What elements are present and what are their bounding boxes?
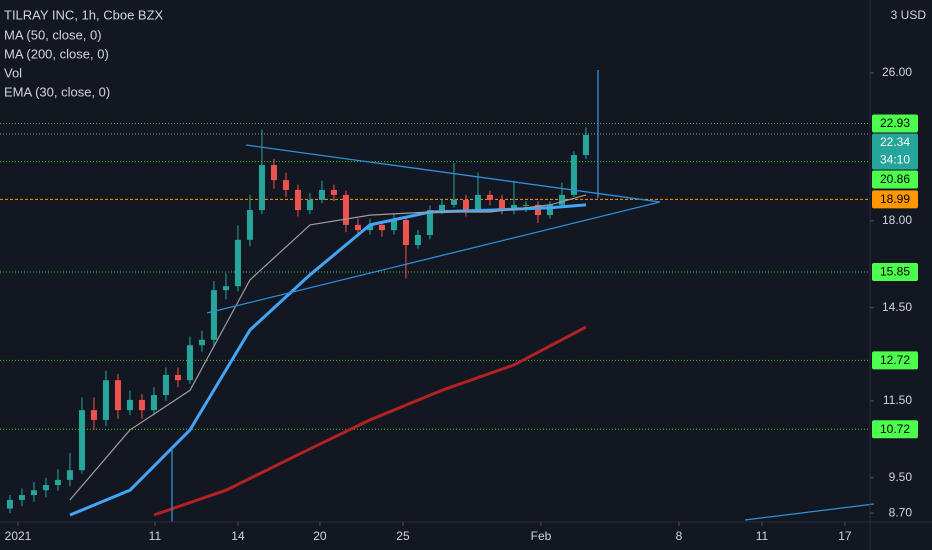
price-tag-label: 18.99: [880, 192, 910, 206]
y-tick-label: 26.00: [882, 65, 912, 79]
candle-body: [138, 399, 145, 411]
candle-body: [78, 410, 85, 471]
price-tag-label: 15.85: [880, 265, 910, 279]
indicator-label[interactable]: EMA (30, close, 0): [4, 84, 110, 99]
candle-body: [546, 204, 553, 216]
x-tick-label: 2021: [5, 529, 32, 543]
candle-body: [354, 224, 361, 231]
candle-body: [522, 204, 529, 206]
x-tick-label: 11: [756, 529, 769, 543]
price-tag: [872, 190, 918, 209]
candle-body: [30, 490, 37, 496]
candle-body: [378, 224, 385, 231]
series-layer: [0, 123, 870, 517]
indicator-line: [69, 194, 587, 501]
candle-body: [114, 380, 121, 411]
candle-body: [210, 290, 217, 340]
price-tag: [872, 351, 918, 370]
candle-body: [342, 194, 349, 225]
candle-body: [330, 189, 337, 195]
candle-body: [174, 374, 181, 381]
candle-body: [186, 345, 193, 381]
candle-body: [54, 479, 61, 486]
candle-body: [438, 204, 445, 211]
candle-body: [402, 219, 409, 246]
candle-body: [246, 210, 253, 240]
trendline: [245, 144, 661, 203]
y-tick-label: 14.50: [882, 300, 912, 314]
price-tag: [872, 170, 918, 189]
candle-body: [366, 224, 373, 231]
x-tick-label: 11: [149, 529, 162, 543]
candle-body: [234, 239, 241, 287]
trendline: [206, 201, 661, 314]
y-tick-label: 9.50: [889, 470, 913, 484]
candle-body: [150, 395, 157, 411]
price-tag-label: 22.93: [880, 116, 910, 130]
plot-area: [171, 70, 875, 522]
candle-body: [222, 286, 229, 291]
candle-body: [102, 380, 109, 420]
currency-label[interactable]: 3 USD: [891, 8, 927, 22]
candle-body: [66, 470, 73, 480]
candle-body: [42, 485, 49, 491]
candle-body: [462, 199, 469, 211]
candle-body: [306, 199, 313, 211]
price-tag-label: 10.72: [880, 422, 910, 436]
indicator-label[interactable]: MA (50, close, 0): [4, 27, 102, 42]
last-price-tag: [872, 133, 918, 170]
candle-body: [126, 399, 133, 411]
candle-body: [294, 189, 301, 211]
indicator-label[interactable]: Vol: [4, 65, 22, 80]
price-tag: [872, 114, 918, 133]
candle-body: [510, 204, 517, 211]
x-tick-label: 17: [838, 529, 852, 543]
candle-body: [282, 180, 289, 190]
symbol-title: TILRAY INC, 1h, Cboe BZX: [4, 7, 164, 22]
x-tick-label: 20: [313, 529, 327, 543]
candle-body: [90, 410, 97, 420]
candle-body: [582, 134, 589, 156]
price-tag: [872, 420, 918, 439]
candle-body: [534, 204, 541, 216]
price-tag-label: 20.86: [880, 172, 910, 186]
x-tick-label: 25: [396, 529, 410, 543]
candle-body: [318, 189, 325, 200]
candle-body: [498, 199, 505, 211]
price-tag: [872, 262, 918, 281]
price-tag-label: 12.72: [880, 353, 910, 367]
x-tick-label: Feb: [531, 529, 552, 543]
candle-body: [450, 199, 457, 205]
candle-body: [558, 194, 565, 205]
x-tick-label: 8: [676, 529, 683, 543]
candle-body: [258, 165, 265, 211]
candle-body: [270, 165, 277, 181]
candle-body: [198, 339, 205, 346]
candle-body: [414, 234, 421, 246]
last-price-label: 22.34: [880, 135, 910, 149]
trendline: [744, 503, 875, 521]
y-tick-label: 11.50: [883, 393, 912, 407]
candle-body: [390, 219, 397, 231]
candle-body: [162, 374, 169, 396]
x-tick-label: 14: [231, 529, 245, 543]
candle-body: [486, 194, 493, 200]
candle-body: [570, 155, 577, 195]
candle-body: [6, 499, 13, 509]
y-tick-label: 8.70: [889, 505, 913, 519]
candle-body: [18, 495, 25, 500]
candle-body: [426, 210, 433, 235]
indicator-label[interactable]: MA (200, close, 0): [4, 46, 109, 61]
candle-body: [474, 194, 481, 211]
y-tick-label: 18.00: [882, 213, 912, 227]
indicator-line: [153, 325, 587, 517]
countdown-label: 34:10: [880, 153, 910, 167]
